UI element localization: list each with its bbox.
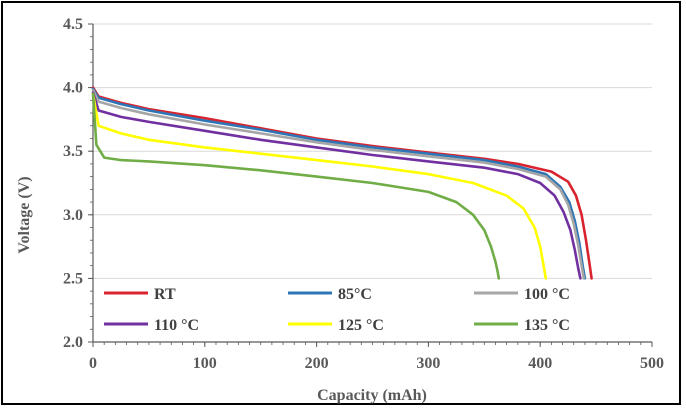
legend-label: 100 °C <box>524 286 570 303</box>
x-axis-title: Capacity (mAh) <box>317 387 427 404</box>
grid-lines <box>93 23 652 279</box>
series-line <box>91 87 587 280</box>
legend-label: 135 °C <box>524 317 570 334</box>
x-tick-label: 500 <box>640 355 664 372</box>
legend-label: 125 °C <box>338 317 384 334</box>
y-tick-label: 2.5 <box>63 270 83 287</box>
x-tick-label: 300 <box>416 355 440 372</box>
legend-label: 110 °C <box>154 317 199 334</box>
series-line <box>91 88 586 280</box>
y-tick-label: 4.5 <box>63 16 83 33</box>
y-tick-label: 2.0 <box>63 334 83 351</box>
legend-label: 85°C <box>338 286 372 303</box>
y-tick-label: 4.0 <box>63 80 83 97</box>
series-line <box>91 92 548 280</box>
series-line <box>91 86 593 280</box>
y-tick-label: 3.0 <box>63 207 83 224</box>
legend-label: RT <box>154 286 176 303</box>
x-tick-label: 100 <box>193 355 217 372</box>
series-line <box>91 91 582 280</box>
series-lines <box>91 86 593 280</box>
legend: RT 85°C 100 °C 110 °C 125 °C 135 °C <box>104 286 570 334</box>
x-tick-label: 0 <box>89 355 97 372</box>
series-line <box>91 92 501 280</box>
x-tick-label: 400 <box>528 355 552 372</box>
y-axis-title: Voltage (V) <box>16 176 33 253</box>
y-tick-label: 3.5 <box>63 143 83 160</box>
x-tick-label: 200 <box>305 355 329 372</box>
